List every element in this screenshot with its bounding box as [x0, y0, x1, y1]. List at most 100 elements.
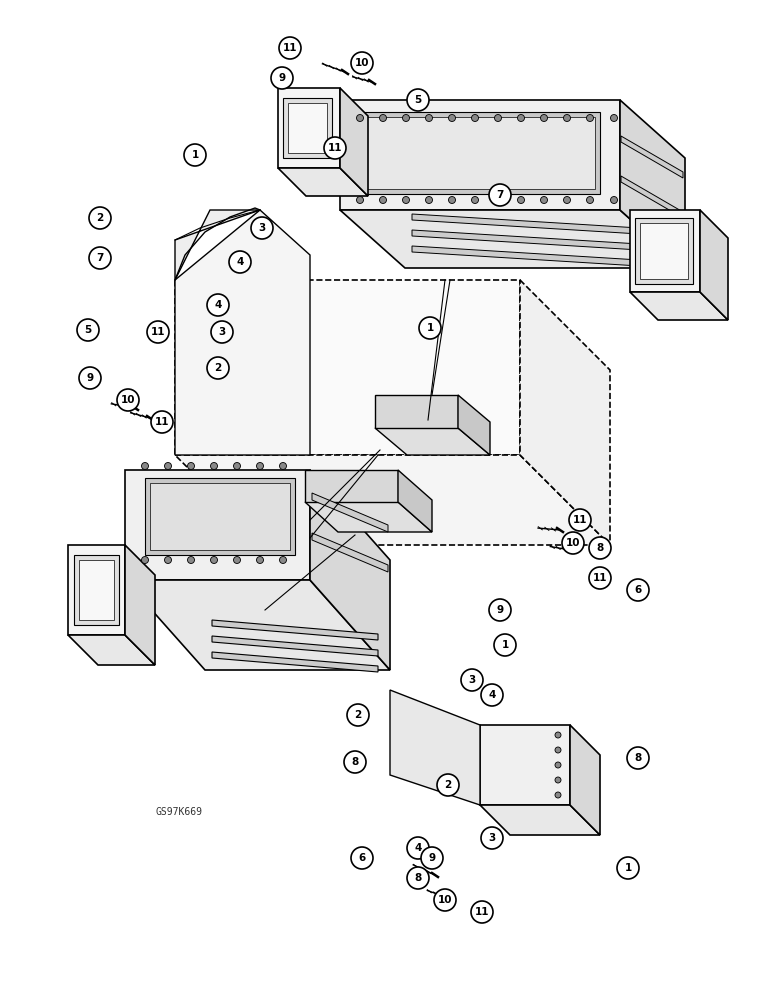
- Circle shape: [540, 114, 547, 121]
- Circle shape: [147, 321, 169, 343]
- Polygon shape: [398, 470, 432, 532]
- Polygon shape: [288, 103, 327, 153]
- Polygon shape: [175, 280, 520, 455]
- Circle shape: [627, 579, 649, 601]
- Circle shape: [540, 196, 547, 204]
- Polygon shape: [212, 620, 378, 640]
- Circle shape: [351, 847, 373, 869]
- Circle shape: [117, 389, 139, 411]
- Text: 2: 2: [354, 710, 361, 720]
- Circle shape: [461, 669, 483, 691]
- Circle shape: [407, 867, 429, 889]
- Polygon shape: [340, 88, 368, 196]
- Polygon shape: [175, 455, 610, 545]
- Circle shape: [495, 196, 502, 204]
- Polygon shape: [480, 725, 570, 805]
- Polygon shape: [390, 690, 480, 805]
- Circle shape: [562, 532, 584, 554]
- Text: 2: 2: [445, 780, 452, 790]
- Text: 9: 9: [496, 605, 503, 615]
- Circle shape: [347, 704, 369, 726]
- Polygon shape: [360, 112, 600, 194]
- Circle shape: [555, 747, 561, 753]
- Polygon shape: [305, 502, 432, 532]
- Polygon shape: [412, 230, 672, 252]
- Text: 3: 3: [218, 327, 225, 337]
- Circle shape: [402, 114, 409, 121]
- Polygon shape: [312, 533, 388, 572]
- Polygon shape: [278, 168, 368, 196]
- Circle shape: [207, 294, 229, 316]
- Text: 9: 9: [428, 853, 435, 863]
- Circle shape: [256, 556, 263, 564]
- Circle shape: [380, 114, 387, 121]
- Circle shape: [425, 196, 432, 204]
- Polygon shape: [125, 545, 155, 665]
- Text: 9: 9: [86, 373, 93, 383]
- Polygon shape: [79, 560, 114, 620]
- Text: 9: 9: [279, 73, 286, 83]
- Text: 8: 8: [351, 757, 359, 767]
- Text: 6: 6: [358, 853, 366, 863]
- Circle shape: [489, 184, 511, 206]
- Circle shape: [449, 114, 455, 121]
- Circle shape: [407, 837, 429, 859]
- Text: 4: 4: [215, 300, 222, 310]
- Circle shape: [434, 889, 456, 911]
- Text: 11: 11: [573, 515, 587, 525]
- Circle shape: [357, 196, 364, 204]
- Text: 11: 11: [154, 417, 169, 427]
- Circle shape: [517, 196, 524, 204]
- Text: 2: 2: [215, 363, 222, 373]
- Circle shape: [627, 747, 649, 769]
- Polygon shape: [278, 88, 340, 168]
- Polygon shape: [283, 98, 332, 158]
- Circle shape: [437, 774, 459, 796]
- Circle shape: [233, 556, 241, 564]
- Circle shape: [141, 556, 148, 564]
- Text: 8: 8: [415, 873, 422, 883]
- Circle shape: [211, 556, 218, 564]
- Circle shape: [164, 556, 171, 564]
- Circle shape: [569, 509, 591, 531]
- Circle shape: [419, 317, 441, 339]
- Polygon shape: [175, 210, 310, 455]
- Polygon shape: [412, 214, 672, 236]
- Polygon shape: [175, 210, 260, 280]
- Text: 7: 7: [496, 190, 503, 200]
- Circle shape: [151, 411, 173, 433]
- Text: 1: 1: [501, 640, 509, 650]
- Text: 11: 11: [151, 327, 165, 337]
- Circle shape: [421, 847, 443, 869]
- Circle shape: [449, 196, 455, 204]
- Polygon shape: [312, 493, 388, 532]
- Polygon shape: [635, 218, 693, 284]
- Polygon shape: [630, 210, 700, 292]
- Text: 10: 10: [566, 538, 581, 548]
- Circle shape: [351, 52, 373, 74]
- Polygon shape: [640, 223, 688, 279]
- Text: 7: 7: [96, 253, 103, 263]
- Circle shape: [495, 114, 502, 121]
- Circle shape: [555, 762, 561, 768]
- Circle shape: [611, 196, 618, 204]
- Circle shape: [589, 537, 611, 559]
- Text: 5: 5: [84, 325, 92, 335]
- Text: 11: 11: [475, 907, 489, 917]
- Circle shape: [494, 634, 516, 656]
- Circle shape: [564, 114, 571, 121]
- Polygon shape: [74, 555, 119, 625]
- Circle shape: [89, 207, 111, 229]
- Polygon shape: [375, 428, 490, 455]
- Circle shape: [89, 247, 111, 269]
- Polygon shape: [620, 100, 685, 268]
- Polygon shape: [621, 176, 683, 218]
- Circle shape: [517, 114, 524, 121]
- Circle shape: [471, 901, 493, 923]
- Circle shape: [188, 556, 195, 564]
- Circle shape: [79, 367, 101, 389]
- Circle shape: [481, 684, 503, 706]
- Circle shape: [357, 114, 364, 121]
- Polygon shape: [68, 545, 125, 635]
- Polygon shape: [125, 580, 390, 670]
